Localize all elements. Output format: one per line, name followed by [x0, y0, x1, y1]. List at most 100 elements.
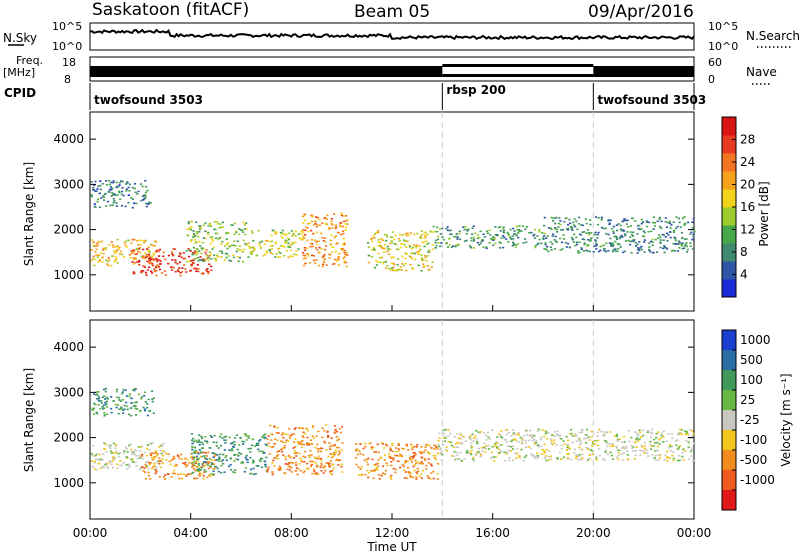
echo-cell — [482, 233, 485, 235]
echo-cell — [466, 229, 469, 232]
echo-cell — [642, 450, 646, 453]
echo-cell — [197, 463, 200, 465]
echo-cell — [192, 262, 195, 265]
echo-cell — [468, 245, 471, 247]
echo-cell — [146, 406, 149, 409]
echo-cell — [208, 458, 211, 460]
echo-cell — [440, 459, 443, 461]
echo-cell — [194, 235, 197, 237]
echo-cell — [609, 451, 612, 454]
nsky-tick-bottom: 10^0 — [52, 40, 82, 53]
echo-cell — [109, 444, 112, 447]
echo-cell — [118, 184, 121, 186]
echo-cell — [111, 192, 114, 194]
echo-cell — [639, 247, 642, 249]
echo-cell — [590, 430, 593, 433]
echo-cell — [90, 453, 93, 455]
echo-cell — [630, 252, 633, 254]
echo-cell — [520, 441, 524, 444]
echo-cell — [405, 443, 408, 446]
echo-cell — [541, 429, 544, 431]
echo-cell — [401, 464, 404, 466]
echo-cell — [330, 218, 333, 220]
echo-cell — [400, 243, 403, 245]
x-tick-label: 08:00 — [274, 526, 309, 540]
echo-cell — [388, 453, 391, 455]
echo-cell — [608, 222, 611, 225]
echo-cell — [648, 249, 651, 251]
echo-cell — [496, 436, 499, 438]
echo-cell — [312, 259, 316, 262]
echo-cell — [665, 226, 668, 228]
echo-cell — [477, 431, 480, 433]
echo-cell — [377, 252, 380, 255]
echo-cell — [430, 465, 433, 467]
echo-cell — [646, 452, 649, 454]
y-tick-label: 1000 — [53, 268, 84, 282]
echo-cell — [195, 253, 198, 256]
echo-cell — [249, 472, 252, 475]
echo-cell — [340, 463, 344, 466]
echo-cell — [119, 464, 122, 467]
echo-cell — [397, 444, 400, 446]
echo-cell — [232, 254, 235, 256]
echo-cell — [557, 222, 560, 225]
echo-cell — [302, 235, 305, 237]
echo-cell — [133, 183, 137, 185]
echo-cell — [587, 436, 590, 438]
echo-cell — [338, 252, 341, 255]
echo-cell — [417, 252, 420, 255]
echo-cell — [448, 229, 452, 232]
echo-cell — [275, 253, 278, 255]
echo-cell — [147, 253, 151, 256]
echo-cell — [570, 458, 573, 461]
echo-cell — [651, 432, 654, 435]
echo-cell — [676, 439, 679, 441]
colorbar-tick-label: -1000 — [740, 473, 775, 487]
echo-cell — [236, 248, 239, 250]
echo-cell — [212, 246, 215, 249]
echo-cell — [401, 234, 404, 236]
echo-cell — [92, 409, 95, 411]
echo-cell — [495, 441, 498, 443]
echo-cell — [263, 437, 266, 440]
echo-cell — [396, 264, 399, 266]
echo-cell — [373, 464, 376, 466]
echo-cell — [162, 450, 165, 452]
echo-cell — [125, 456, 129, 458]
echo-cell — [95, 391, 98, 393]
echo-cell — [603, 248, 606, 250]
echo-cell — [454, 443, 458, 445]
echo-cell — [586, 448, 589, 450]
echo-cell — [161, 458, 164, 460]
echo-cell — [437, 242, 440, 244]
echo-cell — [669, 445, 672, 448]
echo-cell — [337, 453, 340, 456]
echo-cell — [114, 403, 117, 406]
echo-cell — [390, 267, 394, 270]
echo-cell — [287, 237, 290, 240]
echo-cell — [342, 237, 346, 240]
echo-cell — [477, 451, 480, 453]
echo-cell — [308, 222, 311, 225]
echo-cell — [459, 432, 462, 435]
echo-cell — [509, 236, 512, 239]
echo-cell — [479, 242, 482, 244]
echo-cell — [610, 243, 613, 246]
echo-cell — [578, 431, 581, 434]
echo-cell — [206, 257, 209, 260]
echo-cell — [485, 439, 488, 441]
echo-cell — [670, 224, 673, 226]
echo-cell — [109, 204, 112, 207]
echo-cell — [135, 247, 138, 250]
echo-cell — [687, 458, 690, 460]
echo-cell — [420, 461, 423, 463]
echo-cell — [278, 469, 281, 471]
echo-cell — [196, 466, 199, 468]
echo-cell — [380, 457, 383, 460]
echo-cell — [544, 242, 547, 244]
echo-cell — [198, 228, 202, 230]
echo-cell — [668, 220, 671, 223]
echo-cell — [329, 448, 332, 450]
echo-cell — [214, 452, 217, 455]
